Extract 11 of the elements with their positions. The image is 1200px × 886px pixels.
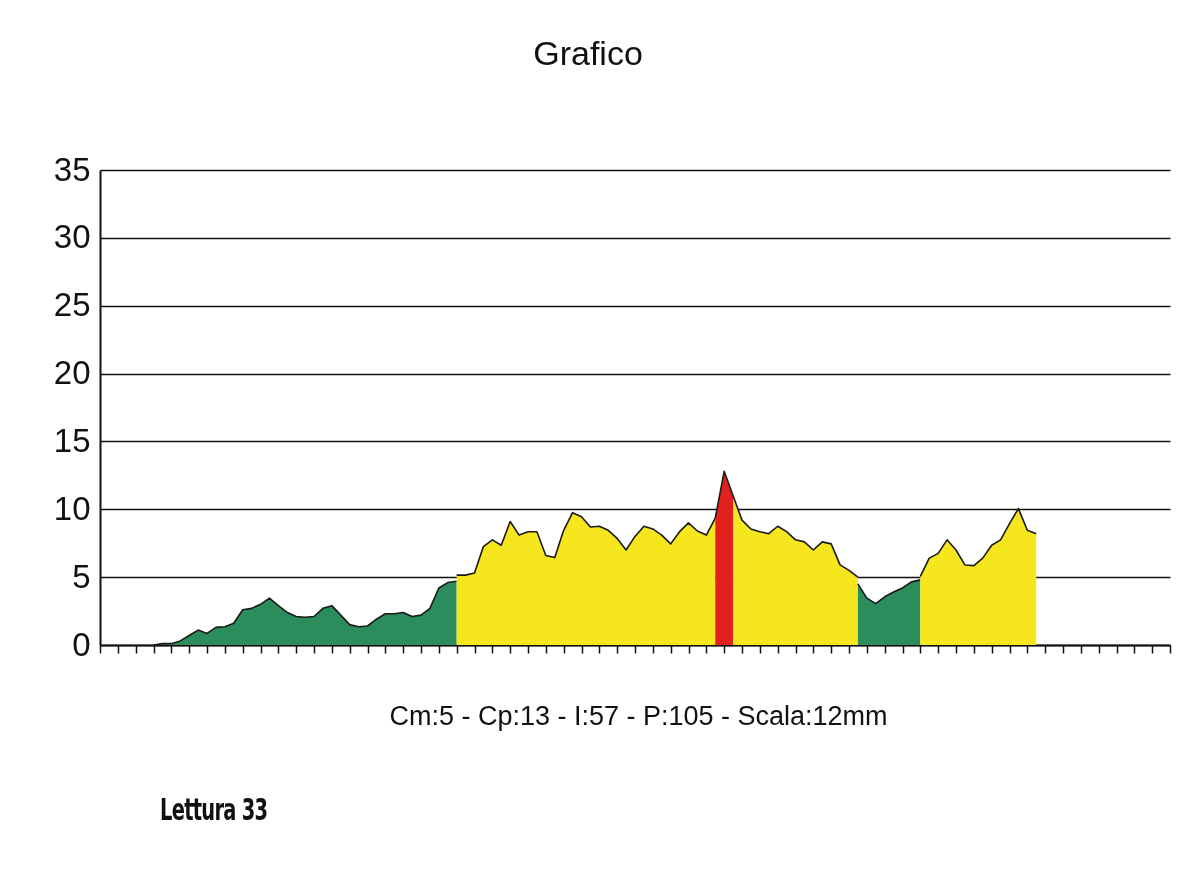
y-tick-label: 5: [72, 557, 91, 595]
y-tick-label: 20: [53, 354, 91, 392]
y-tick-label: 25: [53, 286, 91, 324]
y-tick-label: 35: [53, 150, 91, 188]
chart-title: Grafico: [533, 34, 643, 72]
y-tick-label: 15: [53, 421, 91, 459]
y-tick-label: 0: [72, 625, 91, 663]
x-axis-title: Cm:5 - Cp:13 - I:57 - P:105 - Scala:12mm: [389, 701, 888, 732]
text: Lettura 33: [160, 792, 268, 827]
y-tick-label: 30: [53, 218, 91, 256]
y-tick-label: 10: [53, 489, 91, 527]
